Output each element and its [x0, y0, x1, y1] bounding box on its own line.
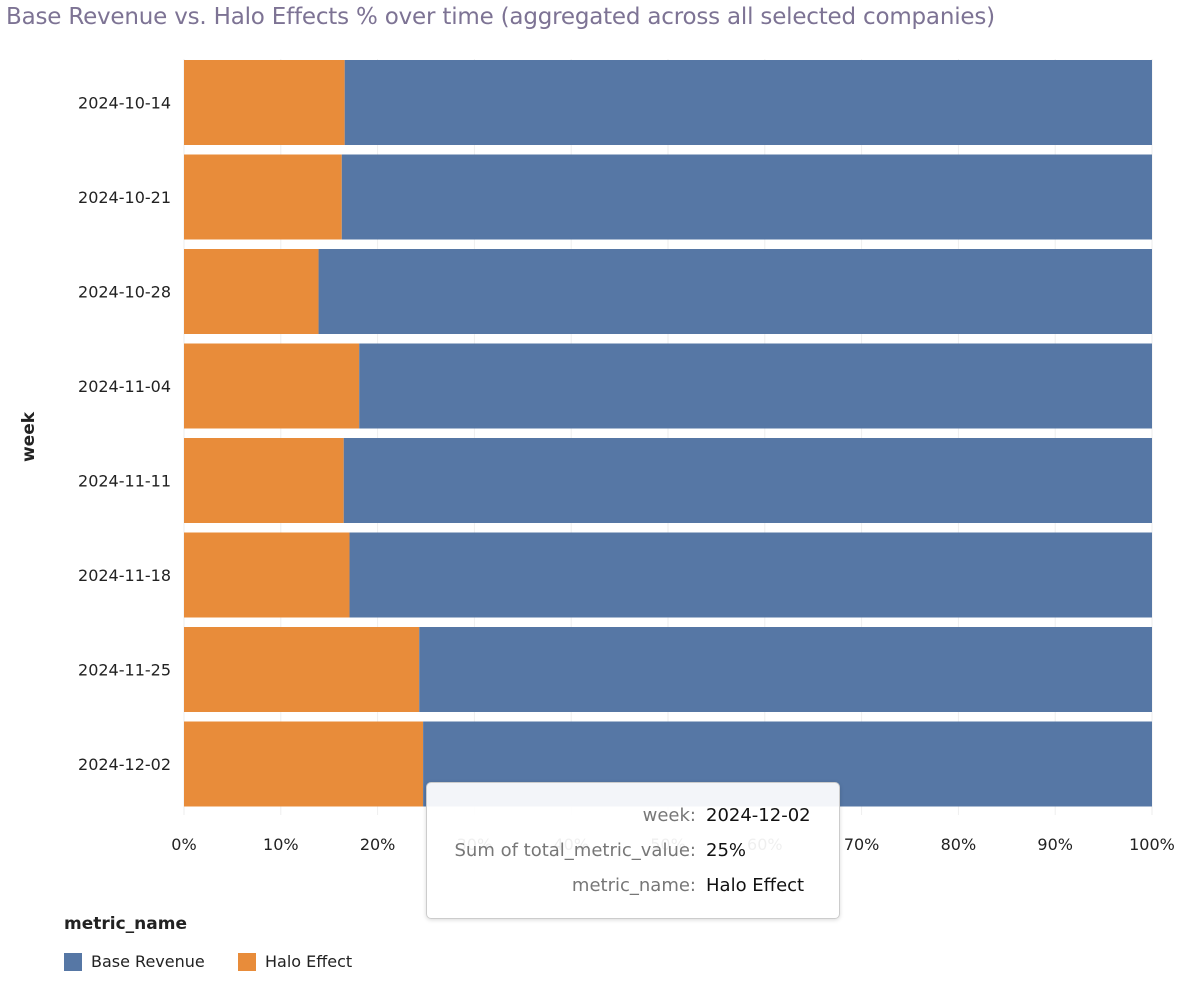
legend-item-halo-effect[interactable]: Halo Effect: [238, 952, 352, 971]
tooltip-value: 2024-12-02: [706, 805, 811, 826]
x-tick-label: 90%: [1037, 835, 1073, 854]
bar-halo-effect[interactable]: [184, 627, 420, 712]
bar-halo-effect[interactable]: [184, 343, 360, 429]
tooltip-value: 25%: [706, 840, 747, 861]
legend-swatch-halo-effect: [238, 952, 256, 971]
bar-halo-effect[interactable]: [184, 438, 344, 523]
x-tick-label: 100%: [1129, 835, 1175, 854]
legend-item-base-revenue[interactable]: Base Revenue: [64, 952, 205, 971]
y-axis-label: week: [19, 411, 39, 462]
legend-label: Base Revenue: [91, 952, 205, 971]
y-tick-label: 2024-11-04: [78, 377, 171, 396]
bar-halo-effect[interactable]: [184, 60, 345, 145]
bar-base-revenue[interactable]: [359, 343, 1152, 429]
legend-title: metric_name: [64, 914, 187, 934]
bar-halo-effect[interactable]: [184, 154, 342, 240]
bar-halo-effect[interactable]: [184, 249, 319, 334]
tooltip-key: week:: [642, 805, 696, 826]
legend-label: Halo Effect: [265, 952, 353, 971]
tooltip-key: Sum of total_metric_value:: [454, 840, 696, 861]
y-tick-label: 2024-12-02: [78, 755, 171, 774]
y-tick-label: 2024-10-21: [78, 188, 171, 207]
x-tick-label: 80%: [941, 835, 977, 854]
tooltip-value: Halo Effect: [706, 875, 805, 896]
y-tick-label: 2024-11-18: [78, 566, 171, 585]
x-tick-label: 0%: [171, 835, 196, 854]
tooltip-key: metric_name:: [571, 875, 696, 896]
bar-base-revenue[interactable]: [343, 438, 1153, 523]
bar-base-revenue[interactable]: [419, 627, 1152, 712]
y-tick-label: 2024-11-11: [78, 472, 171, 491]
bar-base-revenue[interactable]: [344, 60, 1152, 145]
bar-base-revenue[interactable]: [349, 532, 1152, 618]
y-tick-label: 2024-10-14: [78, 94, 171, 113]
y-tick-label: 2024-11-25: [78, 661, 171, 680]
x-tick-label: 20%: [360, 835, 396, 854]
y-tick-label: 2024-10-28: [78, 283, 171, 302]
chart-title: Base Revenue vs. Halo Effects % over tim…: [6, 4, 995, 30]
tooltip: week: 2024-12-02 Sum of total_metric_valu…: [426, 782, 840, 919]
bar-halo-effect[interactable]: [184, 721, 424, 807]
legend-swatch-base-revenue: [64, 952, 82, 971]
x-tick-label: 70%: [844, 835, 880, 854]
bar-base-revenue[interactable]: [318, 249, 1152, 334]
bar-halo-effect[interactable]: [184, 532, 350, 618]
x-tick-label: 10%: [263, 835, 299, 854]
bar-base-revenue[interactable]: [341, 154, 1152, 240]
